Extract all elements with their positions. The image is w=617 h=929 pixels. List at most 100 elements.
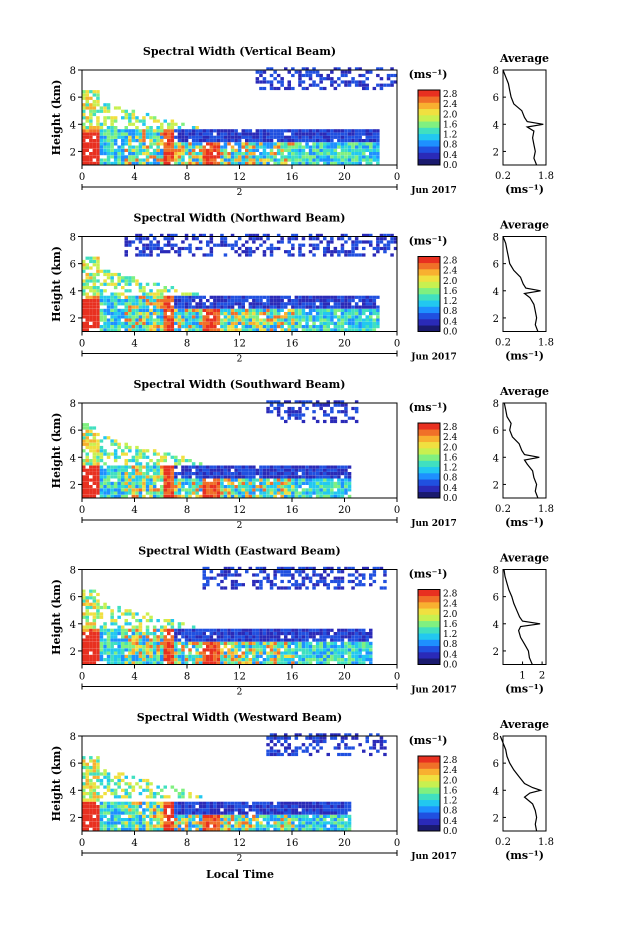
heatmap-cell [312, 328, 316, 332]
heatmap-cell [344, 488, 348, 492]
heatmap-cell [181, 455, 185, 459]
heatmap-cell [121, 805, 125, 809]
heatmap-cell [103, 315, 107, 319]
heatmap-cell [92, 155, 97, 159]
heatmap-cell [156, 619, 160, 623]
heatmap-cell [284, 468, 288, 472]
heatmap-cell [255, 328, 260, 332]
heatmap-cell [156, 240, 160, 244]
heatmap-cell [177, 328, 182, 332]
heatmap-cell [255, 645, 260, 649]
heatmap-cell [287, 485, 291, 489]
heatmap-cell [379, 237, 384, 241]
heatmap-cell [167, 824, 171, 828]
heatmap-cell [379, 67, 384, 71]
heatmap-cell [259, 478, 263, 482]
heatmap-cell [262, 641, 267, 645]
heatmap-cell [372, 579, 377, 584]
heatmap-cell [337, 465, 341, 469]
heatmap-cell [351, 243, 355, 247]
heatmap-cell [170, 811, 175, 815]
heatmap-cell [149, 253, 153, 257]
heatmap-cell [103, 321, 107, 325]
heatmap-cell [252, 155, 256, 159]
heatmap-cell [280, 403, 284, 407]
heatmap-cell [85, 148, 89, 152]
heatmap-cell [209, 641, 214, 645]
heatmap-cell [301, 312, 306, 316]
heatmap-cell [351, 80, 355, 84]
heatmap-cell [312, 472, 316, 476]
heatmap-cell [110, 328, 114, 332]
heatmap-cell [362, 635, 366, 639]
heatmap-cell [209, 240, 214, 244]
heatmap-cell [124, 821, 128, 825]
heatmap-cell [273, 465, 277, 469]
heatmap-cell [362, 576, 366, 580]
heatmap-cell [315, 632, 320, 636]
heatmap-cell [195, 129, 199, 133]
heatmap-cell [117, 491, 121, 495]
heatmap-cell [106, 269, 111, 273]
heatmap-cell [298, 148, 302, 152]
heatmap-cell [323, 155, 327, 159]
heatmap-cell [276, 645, 281, 649]
heatmap-cell [152, 661, 157, 665]
heatmap-cell [294, 318, 299, 322]
heatmap-cell [315, 485, 320, 489]
heatmap-cell [213, 161, 217, 165]
heatmap-cell [202, 628, 206, 632]
heatmap-cell [110, 132, 114, 136]
heatmap-cell [184, 628, 189, 632]
heatmap-cell [245, 651, 249, 655]
heatmap-cell [206, 142, 210, 146]
heatmap-cell [312, 465, 316, 469]
heatmap-cell [117, 152, 121, 156]
heatmap-cell [305, 295, 309, 299]
heatmap-cell [262, 494, 267, 498]
heatmap-cell [145, 658, 150, 662]
heatmap-cell [330, 318, 334, 322]
heatmap-cell [319, 472, 323, 476]
average-y-tick-label: 4 [493, 287, 499, 298]
heatmap-cell [209, 253, 214, 257]
heatmap-cell [135, 116, 139, 120]
heatmap-cell [255, 573, 260, 577]
heatmap-cell [280, 135, 284, 139]
heatmap-cell [131, 641, 136, 645]
heatmap-cell [305, 406, 309, 411]
heatmap-cell [138, 318, 143, 322]
heatmap-cell [170, 158, 175, 162]
heatmap-cell [113, 622, 118, 626]
colorbar-tick-label: 0.4 [443, 484, 458, 494]
heatmap-cell [152, 462, 157, 466]
heatmap-cell [163, 811, 167, 815]
average-y-tick-label: 2 [493, 647, 499, 658]
heatmap-cell [216, 632, 221, 636]
heatmap-cell [209, 475, 214, 479]
heatmap-cell [188, 145, 192, 149]
heatmap-cell [160, 158, 164, 162]
heatmap-cell [177, 462, 182, 466]
heatmap-cell [92, 596, 97, 600]
heatmap-cell [149, 318, 153, 322]
heatmap-cell [92, 759, 97, 763]
heatmap-cell [121, 491, 125, 495]
colorbar-unit: (ms⁻¹) [409, 568, 448, 581]
heatmap-cell [241, 243, 245, 247]
heatmap-cell [255, 488, 260, 492]
panel-title: Spectral Width (Northward Beam) [134, 212, 346, 225]
heatmap-cell [128, 635, 132, 639]
heatmap-cell [379, 233, 384, 237]
heatmap-cell [330, 148, 334, 152]
heatmap-cell [113, 148, 118, 152]
heatmap-cell [184, 321, 189, 325]
heatmap-cell [138, 321, 143, 325]
heatmap-cell [369, 295, 373, 299]
heatmap-cell [106, 436, 111, 440]
heatmap-cell [145, 315, 150, 319]
heatmap-cell [99, 475, 104, 479]
heatmap-cell [301, 468, 306, 472]
heatmap-cell [287, 158, 291, 162]
heatmap-cell [358, 83, 362, 87]
